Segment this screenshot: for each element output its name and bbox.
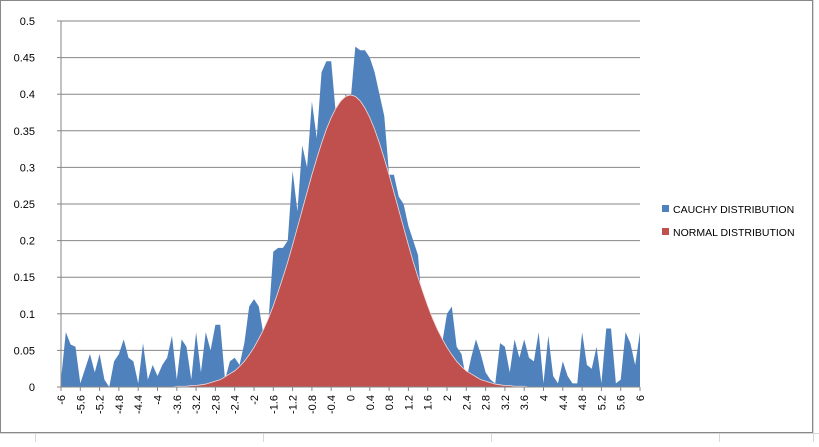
x-tick-label: 5.2: [596, 395, 608, 410]
x-tick-label: 1.2: [403, 395, 415, 410]
x-tick-label: -1.6: [268, 395, 280, 414]
x-tick-label: 1.6: [423, 395, 435, 410]
x-tick-label: 4: [539, 395, 551, 401]
x-tick-label: -6: [56, 395, 68, 405]
x-tick-label: 2.4: [461, 395, 473, 410]
x-tick-label: -4: [153, 395, 165, 405]
y-tick-label: 0.45: [14, 53, 35, 65]
x-tick-label: -0.8: [307, 395, 319, 414]
x-tick-label: -2.4: [230, 395, 242, 414]
x-tick-label: 2: [442, 395, 454, 401]
x-tick-label: 0.4: [365, 395, 377, 410]
legend-swatch: [662, 205, 669, 212]
x-tick-label: 0: [346, 395, 358, 401]
y-tick-label: 0.15: [14, 272, 35, 284]
x-tick-label: 2.8: [481, 395, 493, 410]
x-tick-label: -4.8: [114, 395, 126, 414]
x-tick-label: 3.6: [519, 395, 531, 410]
x-tick-label: 0.8: [384, 395, 396, 410]
x-tick-label: -4.4: [133, 395, 145, 414]
x-tick-label: 5.6: [616, 395, 628, 410]
x-tick-label: -5.2: [95, 395, 107, 414]
x-tick-label: 4.8: [577, 395, 589, 410]
x-tick-label: -1.2: [288, 395, 300, 414]
y-tick-label: 0.2: [20, 236, 35, 248]
y-tick-label: 0.05: [14, 345, 35, 357]
x-tick-label: -3.2: [191, 395, 203, 414]
y-tick-label: 0.35: [14, 126, 35, 138]
y-tick-label: 0: [29, 382, 35, 394]
y-tick-label: 0.5: [20, 16, 35, 28]
x-tick-label: -3.6: [172, 395, 184, 414]
y-tick-label: 0.3: [20, 162, 35, 174]
x-tick-label: -2: [249, 395, 261, 405]
x-tick-label: 4.4: [558, 395, 570, 410]
x-tick-label: -5.6: [75, 395, 87, 414]
legend-label: CAUCHY DISTRIBUTION: [673, 204, 794, 216]
y-tick-label: 0.25: [14, 199, 35, 211]
x-tick-label: -0.4: [326, 395, 338, 414]
legend-label: NORMAL DISTRIBUTION: [673, 227, 795, 239]
y-tick-label: 0.1: [20, 309, 35, 321]
x-tick-label: -2.8: [210, 395, 222, 414]
y-tick-label: 0.4: [20, 89, 35, 101]
x-tick-label: 6: [635, 395, 647, 401]
x-tick-label: 3.2: [500, 395, 512, 410]
legend-swatch: [662, 228, 669, 235]
